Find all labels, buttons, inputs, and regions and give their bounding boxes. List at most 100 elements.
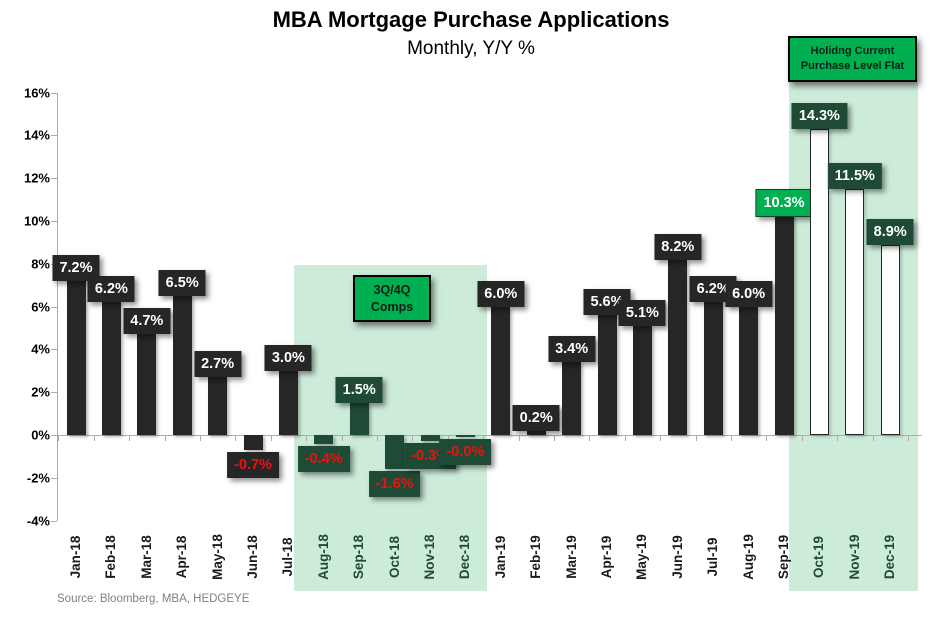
y-axis-tick — [51, 349, 57, 351]
value-label-Sep-18: 1.5% — [335, 376, 383, 403]
value-label-May-18: 2.7% — [194, 351, 242, 378]
bar-Apr-18 — [172, 295, 192, 435]
chart-subtitle: Monthly, Y/Y % — [407, 38, 535, 59]
x-axis-tick — [837, 435, 839, 441]
bar-Sep-18 — [349, 402, 369, 435]
y-tick-label-8%: 8% — [31, 256, 50, 272]
x-axis-tick — [695, 435, 697, 441]
bar-Apr-19 — [597, 315, 617, 435]
x-axis-tick — [483, 435, 485, 441]
y-axis-tick — [51, 477, 57, 479]
x-axis-tick — [518, 435, 520, 441]
x-axis-tick — [872, 435, 874, 441]
bar-Nov-19 — [845, 188, 865, 435]
x-label-Aug-18: Aug-18 — [315, 534, 331, 580]
bar-Sep-19 — [774, 214, 794, 435]
x-axis-tick — [660, 435, 662, 441]
x-axis-tick — [341, 435, 343, 441]
x-label-Feb-19: Feb-19 — [528, 535, 544, 579]
x-label-Dec-19: Dec-19 — [882, 534, 898, 580]
callout-line: Purchase Level Flat — [800, 60, 905, 72]
x-axis-tick — [730, 435, 732, 441]
bar-Nov-18 — [420, 435, 440, 442]
zero-line — [57, 435, 922, 436]
y-axis-tick — [51, 520, 57, 522]
callout-line: 3Q/4Q — [373, 282, 411, 297]
x-label-Jun-19: Jun-19 — [669, 535, 685, 579]
value-label-Jan-19: 6.0% — [477, 280, 525, 307]
bar-Oct-19 — [809, 128, 829, 435]
x-label-Oct-18: Oct-18 — [386, 535, 402, 579]
bar-Oct-18 — [385, 435, 405, 470]
bar-Jul-19 — [703, 302, 723, 435]
x-axis-tick — [907, 435, 909, 441]
y-tick-label-2%: 2% — [31, 384, 50, 400]
value-label-Sep-19: 10.3% — [755, 188, 813, 217]
value-label-Jun-19: 8.2% — [654, 233, 702, 260]
x-axis-tick — [164, 435, 166, 441]
x-axis-tick — [270, 435, 272, 441]
bar-May-18 — [208, 377, 228, 435]
bar-Feb-19 — [526, 430, 546, 435]
x-axis-tick — [376, 435, 378, 441]
callout-line: Comps — [370, 299, 414, 314]
x-label-Apr-18: Apr-18 — [174, 535, 190, 579]
x-label-Oct-19: Oct-19 — [811, 535, 827, 579]
value-label-Jun-18: -0.7% — [227, 451, 279, 478]
bar-Jun-19 — [668, 259, 688, 435]
value-label-Oct-18: -1.6% — [368, 471, 421, 498]
x-axis-tick — [58, 435, 60, 441]
y-axis-line — [57, 92, 58, 521]
y-axis-tick — [51, 306, 57, 308]
value-label-Nov-19: 11.5% — [827, 162, 882, 189]
y-tick-label-6%: 6% — [31, 299, 50, 315]
x-label-Jul-18: Jul-18 — [280, 537, 296, 577]
y-axis-tick — [51, 392, 57, 394]
value-label-Aug-18: -0.4% — [297, 445, 350, 472]
x-label-Jan-18: Jan-18 — [68, 535, 83, 579]
x-axis-tick — [306, 435, 308, 441]
y-tick-label-12%: 12% — [23, 170, 50, 186]
x-axis-tick — [766, 435, 768, 441]
x-axis-tick — [624, 435, 626, 441]
value-label-Jul-18: 3.0% — [264, 344, 312, 371]
bar-Dec-19 — [880, 244, 900, 435]
value-label-Feb-18: 6.2% — [87, 276, 135, 303]
value-label-Aug-19: 6.0% — [725, 280, 773, 307]
x-label-Nov-18: Nov-18 — [422, 534, 437, 580]
x-axis-tick — [412, 435, 414, 441]
y-axis-tick — [51, 178, 57, 180]
y-tick-label-16%: 16% — [23, 85, 50, 101]
bar-Mar-19 — [562, 362, 582, 435]
x-axis-tick — [553, 435, 555, 441]
y-tick-label-4%: 4% — [31, 341, 50, 357]
bar-Jun-18 — [243, 435, 263, 450]
x-label-Jul-19: Jul-19 — [705, 537, 721, 577]
bar-Dec-18 — [455, 435, 475, 437]
x-axis-tick — [801, 435, 803, 441]
callout-3q4q-comps: 3Q/4Q Comps — [353, 275, 431, 322]
value-label-Oct-19: 14.3% — [791, 102, 847, 129]
bar-Mar-18 — [137, 334, 157, 435]
x-label-Feb-18: Feb-18 — [103, 535, 119, 579]
y-tick-label-14%: 14% — [23, 127, 50, 143]
bar-Jul-18 — [278, 370, 298, 435]
x-axis-tick — [199, 435, 201, 441]
value-label-Dec-18: -0.0% — [439, 438, 492, 465]
x-label-Aug-19: Aug-19 — [740, 534, 756, 580]
y-tick-label-0%: 0% — [31, 427, 50, 443]
bar-Aug-19 — [739, 306, 759, 435]
source-note: Source: Bloomberg, MBA, HEDGEYE — [57, 593, 250, 605]
value-label-Mar-19: 3.4% — [548, 336, 596, 363]
bar-Aug-18 — [314, 435, 334, 444]
value-label-Dec-19: 8.9% — [866, 218, 914, 245]
x-label-Jan-19: Jan-19 — [492, 535, 508, 579]
y-tick-label--4%: -4% — [26, 513, 50, 529]
y-axis-tick — [51, 435, 57, 436]
x-label-Sep-19: Sep-19 — [776, 534, 791, 580]
y-tick-label--2%: -2% — [26, 470, 50, 486]
x-label-Mar-18: Mar-18 — [138, 535, 154, 579]
callout-holding-current-purchase-level-flat: Holidng Current Purchase Level Flat — [788, 36, 917, 82]
x-axis-tick — [447, 435, 449, 441]
